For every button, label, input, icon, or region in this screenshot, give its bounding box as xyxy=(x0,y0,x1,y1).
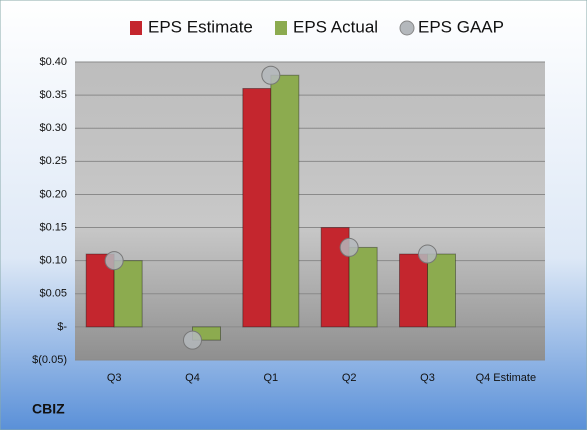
x-tick-label: Q1 xyxy=(263,372,278,384)
bar xyxy=(113,260,143,328)
y-tick-label: $0.20 xyxy=(39,188,67,200)
y-tick-label: $- xyxy=(57,321,67,333)
y-tick-label: $0.25 xyxy=(39,155,67,167)
y-tick-label: $0.15 xyxy=(39,221,67,233)
bar xyxy=(348,246,378,328)
y-tick-label: $(0.05) xyxy=(32,354,67,366)
bar xyxy=(270,74,300,328)
y-tick-label: $0.30 xyxy=(39,122,67,134)
x-tick-label: Q3 xyxy=(107,372,122,384)
y-tick-label: $0.40 xyxy=(39,56,67,68)
bar xyxy=(399,253,428,328)
gaap-marker xyxy=(339,237,359,257)
y-tick-label: $0.35 xyxy=(39,89,67,101)
gaap-marker xyxy=(418,244,437,264)
plot-area xyxy=(75,62,545,360)
x-tick-label: Q2 xyxy=(342,372,357,384)
gaap-marker xyxy=(261,65,281,85)
gaap-marker xyxy=(183,330,202,350)
legend-swatch xyxy=(399,20,415,36)
legend-label: EPS Actual xyxy=(293,17,378,36)
bar xyxy=(242,87,272,328)
legend-label: EPS Estimate xyxy=(148,17,253,36)
gaap-marker xyxy=(104,251,124,271)
bar xyxy=(427,253,456,328)
legend-swatch xyxy=(130,21,142,35)
y-tick-label: $0.05 xyxy=(39,288,67,300)
x-tick-label: Q4 Estimate xyxy=(476,372,537,384)
x-tick-label: Q4 xyxy=(185,372,200,384)
legend-label: EPS GAAP xyxy=(418,17,504,36)
caption: CBIZ xyxy=(32,401,65,417)
legend-swatch xyxy=(275,21,287,35)
x-tick-label: Q3 xyxy=(420,372,435,384)
y-tick-label: $0.10 xyxy=(39,255,67,267)
